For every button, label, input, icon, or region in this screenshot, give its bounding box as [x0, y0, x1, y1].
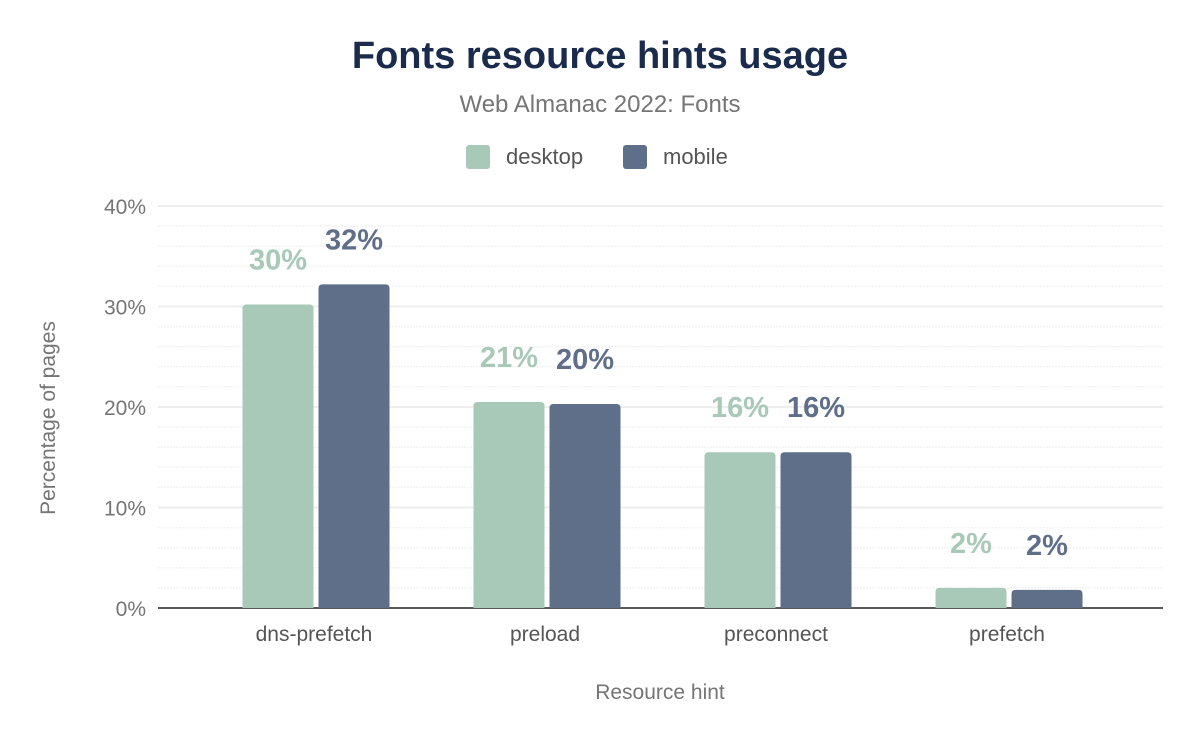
chart-title: Fonts resource hints usage — [352, 35, 848, 77]
bar-desktop-prefetch[interactable] — [935, 587, 1007, 608]
x-axis-ticks: dns-prefetch preload preconnect prefetch — [256, 623, 1045, 646]
chart-subtitle: Web Almanac 2022: Fonts — [459, 91, 740, 118]
bars: 30% 32% 21% 20% 16% 16% 2% 2% — [242, 224, 1083, 608]
y-tick-label: 30% — [104, 297, 146, 320]
legend: desktop mobile — [466, 144, 728, 169]
x-axis-label: Resource hint — [595, 681, 725, 704]
bar-mobile-prefetch[interactable] — [1011, 589, 1083, 608]
bar-desktop-preload[interactable] — [473, 401, 545, 608]
legend-swatch-mobile[interactable] — [623, 145, 647, 169]
data-label-mobile: 20% — [556, 344, 614, 376]
y-tick-label: 20% — [104, 397, 146, 420]
data-label-desktop: 16% — [711, 392, 769, 424]
legend-label-mobile[interactable]: mobile — [663, 144, 728, 169]
y-tick-label: 0% — [116, 598, 146, 621]
bar-desktop-preconnect[interactable] — [704, 452, 776, 608]
data-label-desktop: 2% — [950, 528, 992, 560]
x-tick-label: dns-prefetch — [256, 623, 373, 646]
y-tick-label: 10% — [104, 498, 146, 521]
x-tick-label: preload — [510, 623, 580, 646]
x-tick-label: prefetch — [969, 623, 1045, 646]
y-tick-label: 40% — [104, 196, 146, 219]
data-label-mobile: 16% — [787, 392, 845, 424]
x-tick-label: preconnect — [724, 623, 828, 646]
bar-mobile-dns-prefetch[interactable] — [318, 284, 390, 608]
data-label-desktop: 30% — [249, 244, 307, 276]
data-label-mobile: 32% — [325, 224, 383, 256]
bar-mobile-preload[interactable] — [549, 403, 621, 608]
legend-swatch-desktop[interactable] — [466, 145, 490, 169]
data-label-mobile: 2% — [1026, 530, 1068, 562]
bar-desktop-dns-prefetch[interactable] — [242, 304, 314, 608]
y-axis-label: Percentage of pages — [37, 321, 60, 515]
legend-label-desktop[interactable]: desktop — [506, 144, 583, 169]
bar-mobile-preconnect[interactable] — [780, 452, 852, 608]
data-label-desktop: 21% — [480, 342, 538, 374]
